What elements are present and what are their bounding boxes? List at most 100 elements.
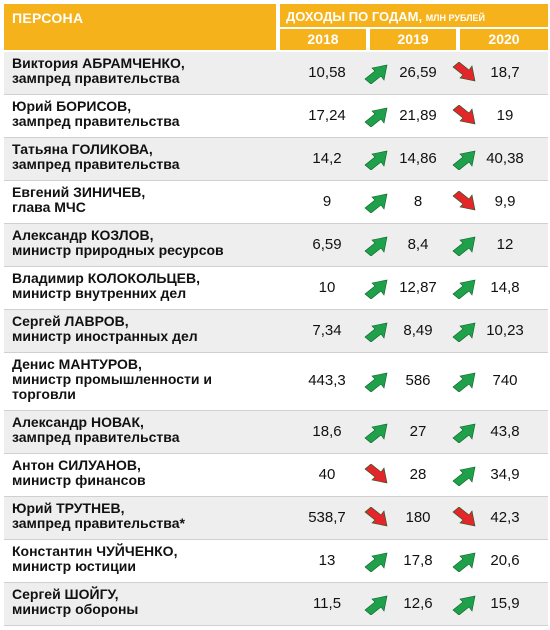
value-2019: 12,6 [403,595,433,612]
arrow-up-icon [450,550,480,572]
value-2019: 14,86 [399,150,437,167]
person-cell: Юрий ТРУТНЕВ, зампред правительства* [12,501,272,531]
arrow-down-icon [362,507,392,529]
value-2019: 586 [405,372,431,389]
value-2019: 17,8 [403,552,433,569]
table-row: Татьяна ГОЛИКОВА, зампред правительства 14… [4,138,548,181]
arrow-up-icon [362,320,392,342]
value-2020: 42,3 [490,509,520,526]
value-2019: 8,4 [407,236,429,253]
income-header-label: ДОХОДЫ ПО ГОДАМ, МЛН РУБЛЕЙ [286,9,485,24]
person-role: министр промышленности и торговли [12,371,212,402]
arrow-up-icon [362,277,392,299]
person-name: Юрий БОРИСОВ, [12,98,132,114]
value-2018: 18,6 [312,423,342,440]
arrow-up-icon [362,421,392,443]
arrow-up-icon [450,320,480,342]
person-name: Антон СИЛУАНОВ, [12,457,141,473]
table-row: Александр НОВАК, зампред правительства 18,… [4,411,548,454]
table-row: Антон СИЛУАНОВ, министр финансов 40 28 34,9 [4,454,548,497]
value-2020: 9,9 [494,193,516,210]
person-name: Сергей ЛАВРОВ, [12,313,129,329]
person-role: зампред правительства [12,70,180,86]
arrow-up-icon [362,234,392,256]
arrow-up-icon [362,550,392,572]
arrow-up-icon [450,370,480,392]
arrow-down-icon [450,105,480,127]
value-2020: 40,38 [486,150,524,167]
arrow-up-icon [450,464,480,486]
table-row: Юрий БОРИСОВ, зампред правительства 17,24 2… [4,95,548,138]
person-cell: Константин ЧУЙЧЕНКО, министр юстиции [12,544,272,574]
value-2018: 14,2 [312,150,342,167]
person-name: Виктория АБРАМЧЕНКО, [12,55,185,71]
table-row: Александр КОЗЛОВ, министр природных ресур… [4,224,548,267]
person-cell: Сергей ЛАВРОВ, министр иностранных дел [12,314,272,344]
table-row: Виктория АБРАМЧЕНКО, зампред правительств… [4,52,548,95]
arrow-up-icon [362,105,392,127]
person-role: зампред правительства [12,113,180,129]
income-label-text: ДОХОДЫ ПО ГОДАМ, [286,9,423,24]
person-role: министр внутренних дел [12,285,187,301]
arrow-down-icon [362,464,392,486]
income-column-header: ДОХОДЫ ПО ГОДАМ, МЛН РУБЛЕЙ [280,4,548,27]
value-2019: 8,49 [403,322,433,339]
value-2020: 19 [496,107,514,124]
person-role: глава МЧС [12,199,86,215]
table-row: Константин ЧУЙЧЕНКО, министр юстиции 13 17,… [4,540,548,583]
year-header-2019: 2019 [370,29,456,50]
value-2018: 7,34 [312,322,342,339]
person-header-label: ПЕРСОНА [12,10,84,26]
arrow-up-icon [362,370,392,392]
person-name: Сергей ШОЙГУ, [12,586,119,602]
table-row: Юрий ТРУТНЕВ, зампред правительства* 538,7… [4,497,548,540]
person-role: министр финансов [12,472,146,488]
arrow-down-icon [450,62,480,84]
value-2018: 538,7 [308,509,346,526]
value-2018: 13 [318,552,336,569]
person-name: Евгений ЗИНИЧЕВ, [12,184,146,200]
person-cell: Антон СИЛУАНОВ, министр финансов [12,458,272,488]
table-row: Сергей ШОЙГУ, министр обороны 11,5 12,6 15,9 [4,583,548,626]
value-2020: 15,9 [490,595,520,612]
table-row: Владимир КОЛОКОЛЬЦЕВ, министр внутренних … [4,267,548,310]
value-2018: 443,3 [308,372,346,389]
person-name: Александр КОЗЛОВ, [12,227,154,243]
person-role: зампред правительства* [12,515,185,531]
year-header-2018: 2018 [280,29,366,50]
value-2019: 8 [413,193,423,210]
arrow-up-icon [362,593,392,615]
person-column-header: ПЕРСОНА [4,4,276,50]
person-role: министр обороны [12,601,139,617]
arrow-up-icon [450,593,480,615]
person-role: зампред правительства [12,156,180,172]
table-row: Сергей ЛАВРОВ, министр иностранных дел 7,3… [4,310,548,353]
value-2020: 14,8 [490,279,520,296]
value-2020: 740 [492,372,518,389]
value-2020: 10,23 [486,322,524,339]
person-cell: Евгений ЗИНИЧЕВ, глава МЧС [12,185,272,215]
person-name: Денис МАНТУРОВ, [12,356,142,372]
value-2019: 180 [405,509,431,526]
person-cell: Александр КОЗЛОВ, министр природных ресур… [12,228,272,258]
person-cell: Юрий БОРИСОВ, зампред правительства [12,99,272,129]
value-2019: 28 [409,466,427,483]
value-2019: 27 [409,423,427,440]
table-header: ПЕРСОНА ДОХОДЫ ПО ГОДАМ, МЛН РУБЛЕЙ 2018… [4,4,548,50]
person-name: Александр НОВАК, [12,414,144,430]
person-role: министр юстиции [12,558,136,574]
arrow-up-icon [450,421,480,443]
year-header-2020: 2020 [460,29,548,50]
value-2020: 20,6 [490,552,520,569]
arrow-up-icon [450,234,480,256]
arrow-up-icon [362,62,392,84]
person-cell: Александр НОВАК, зампред правительства [12,415,272,445]
unit-label: МЛН РУБЛЕЙ [425,13,486,23]
person-name: Татьяна ГОЛИКОВА, [12,141,153,157]
person-name: Константин ЧУЙЧЕНКО, [12,543,178,559]
value-2018: 9 [322,193,332,210]
arrow-down-icon [450,507,480,529]
value-2019: 21,89 [399,107,437,124]
person-cell: Сергей ШОЙГУ, министр обороны [12,587,272,617]
